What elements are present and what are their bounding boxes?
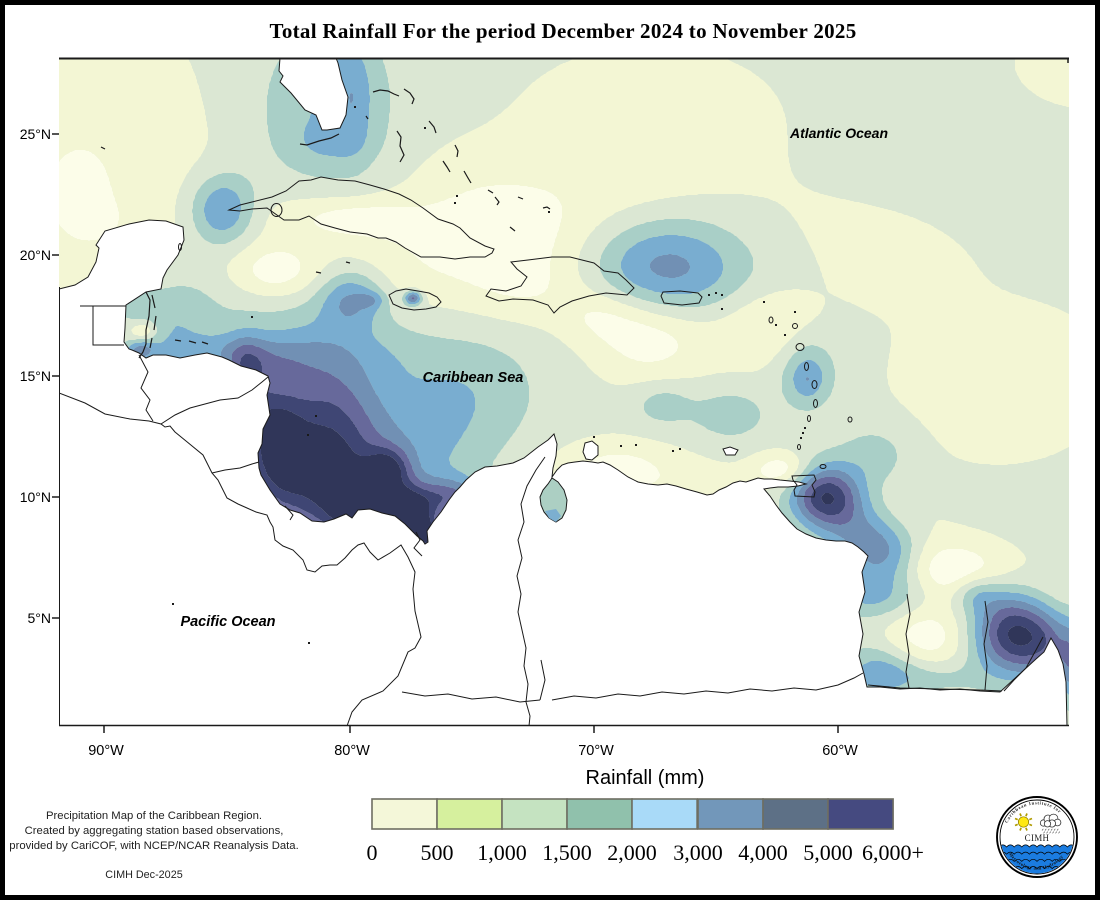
svg-text:5,000: 5,000 [803, 840, 853, 865]
svg-text:0: 0 [367, 840, 378, 865]
svg-text:500: 500 [421, 840, 454, 865]
svg-text:6,000+: 6,000+ [862, 840, 924, 865]
svg-text:Caribbean Sea: Caribbean Sea [423, 370, 524, 386]
svg-text:2,000: 2,000 [607, 840, 657, 865]
svg-text:Precipitation Map of the Carib: Precipitation Map of the Caribbean Regio… [46, 810, 262, 822]
svg-text:90°W: 90°W [88, 743, 124, 759]
svg-text:Created by aggregating station: Created by aggregating station based obs… [25, 825, 284, 837]
svg-text:25°N: 25°N [20, 126, 51, 142]
svg-text:CIMH: CIMH [1025, 833, 1050, 843]
svg-text:20°N: 20°N [20, 247, 51, 263]
svg-text:80°W: 80°W [334, 743, 370, 759]
svg-text:provided by CariCOF, with NCEP: provided by CariCOF, with NCEP/NCAR Rean… [9, 840, 298, 852]
svg-text:4,000: 4,000 [738, 840, 788, 865]
svg-text:60°W: 60°W [822, 743, 858, 759]
svg-text:Rainfall (mm): Rainfall (mm) [586, 767, 705, 789]
svg-text:1,500: 1,500 [542, 840, 592, 865]
svg-text:CIMH Dec-2025: CIMH Dec-2025 [105, 869, 182, 881]
svg-text:Total Rainfall For the period: Total Rainfall For the period December 2… [269, 19, 856, 43]
svg-text:70°W: 70°W [578, 743, 614, 759]
svg-text:Pacific Ocean: Pacific Ocean [180, 614, 275, 630]
svg-text:3,000: 3,000 [673, 840, 723, 865]
svg-text:10°N: 10°N [20, 489, 51, 505]
svg-text:5°N: 5°N [28, 610, 52, 626]
svg-text:15°N: 15°N [20, 368, 51, 384]
svg-text:Atlantic Ocean: Atlantic Ocean [789, 125, 888, 141]
svg-text:1,000: 1,000 [477, 840, 527, 865]
